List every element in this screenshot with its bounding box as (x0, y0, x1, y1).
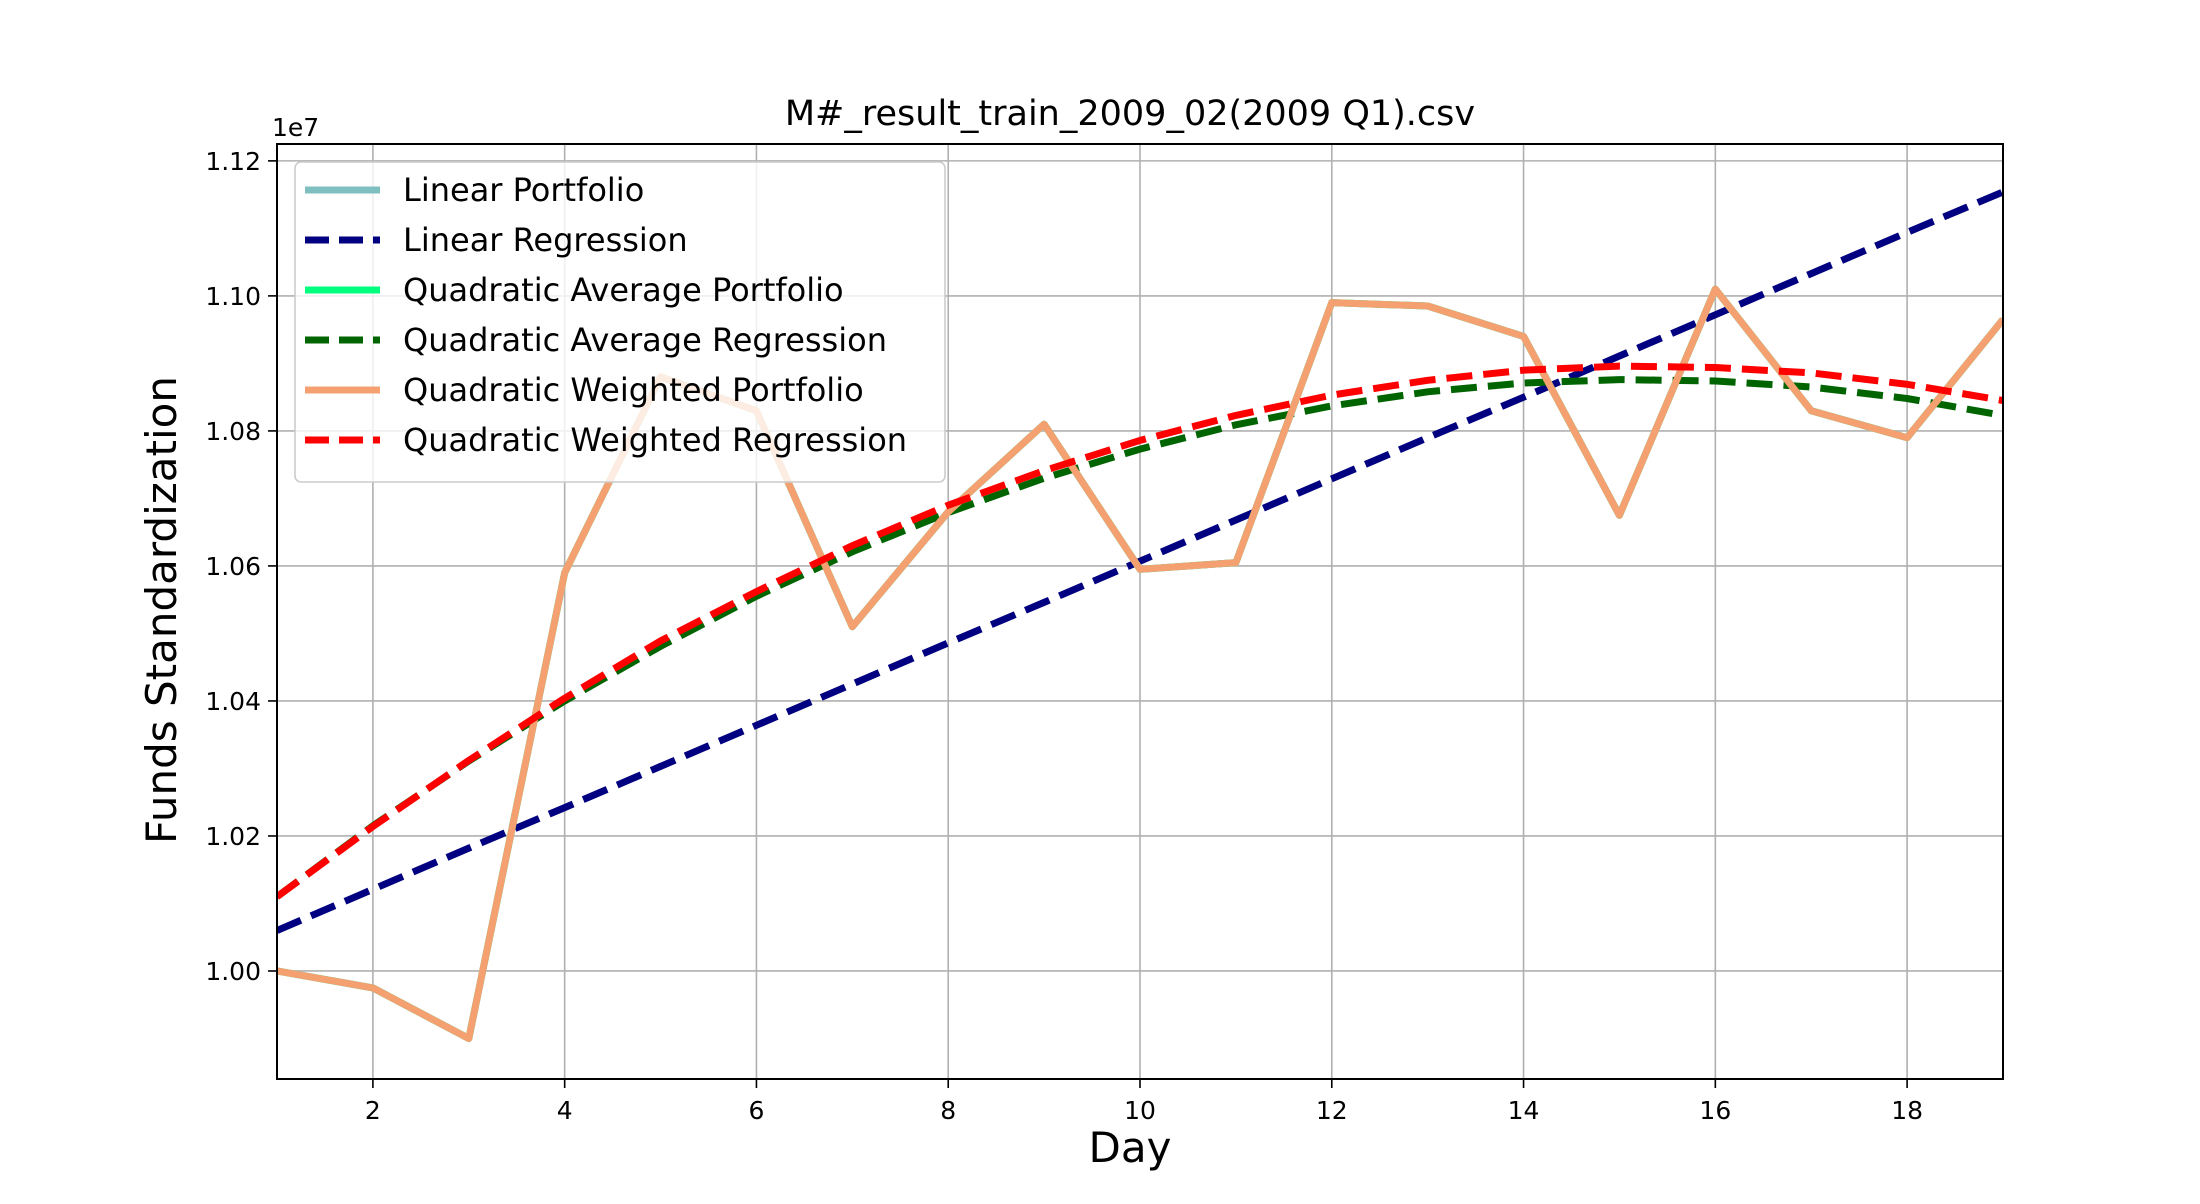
y-tick-label: 1.04 (205, 687, 261, 716)
series-group (277, 188, 2003, 1042)
y-tick-label: 1.12 (205, 147, 261, 176)
series-line-2 (277, 188, 2003, 934)
legend: Linear Portfolio Linear Regression Quadrat… (294, 161, 946, 483)
x-tick-label: 2 (365, 1096, 381, 1125)
x-tick-label: 10 (1124, 1096, 1156, 1125)
x-tick-label: 16 (1699, 1096, 1731, 1125)
legend-label: Linear Regression (403, 221, 688, 259)
legend-label: Quadratic Weighted Portfolio (403, 371, 864, 409)
legend-label: Quadratic Average Portfolio (403, 271, 844, 309)
y-axis-offset-label: 1e7 (272, 113, 319, 142)
x-tick-label: 6 (748, 1096, 764, 1125)
y-tick-label: 1.00 (205, 957, 261, 986)
series-line-6 (277, 362, 2003, 900)
plot-area (277, 188, 2003, 1042)
y-tick-label: 1.02 (205, 822, 261, 851)
y-axis-label: Funds Standardization (137, 376, 186, 844)
chart-title: M#_result_train_2009_02(2009 Q1).csv (785, 94, 1475, 134)
legend-label: Quadratic Average Regression (403, 321, 887, 359)
x-tick-label: 18 (1891, 1096, 1923, 1125)
x-tick-label: 8 (940, 1096, 956, 1125)
y-tick-label: 1.10 (205, 282, 261, 311)
legend-label: Quadratic Weighted Regression (403, 421, 907, 459)
y-tick-label: 1.08 (205, 417, 261, 446)
x-tick-label: 12 (1316, 1096, 1348, 1125)
axis-ticks: 2 4 6 8 10 12 14 16 18 1.00 1.02 1.04 1.06 1.08 1.10 1.… (205, 147, 1923, 1125)
x-tick-label: 14 (1508, 1096, 1540, 1125)
legend-box (294, 161, 946, 483)
x-axis-label: Day (1089, 1123, 1172, 1172)
legend-label: Linear Portfolio (403, 171, 644, 209)
series-line-5 (277, 285, 2003, 1042)
y-tick-label: 1.06 (205, 552, 261, 581)
x-tick-label: 4 (557, 1096, 573, 1125)
